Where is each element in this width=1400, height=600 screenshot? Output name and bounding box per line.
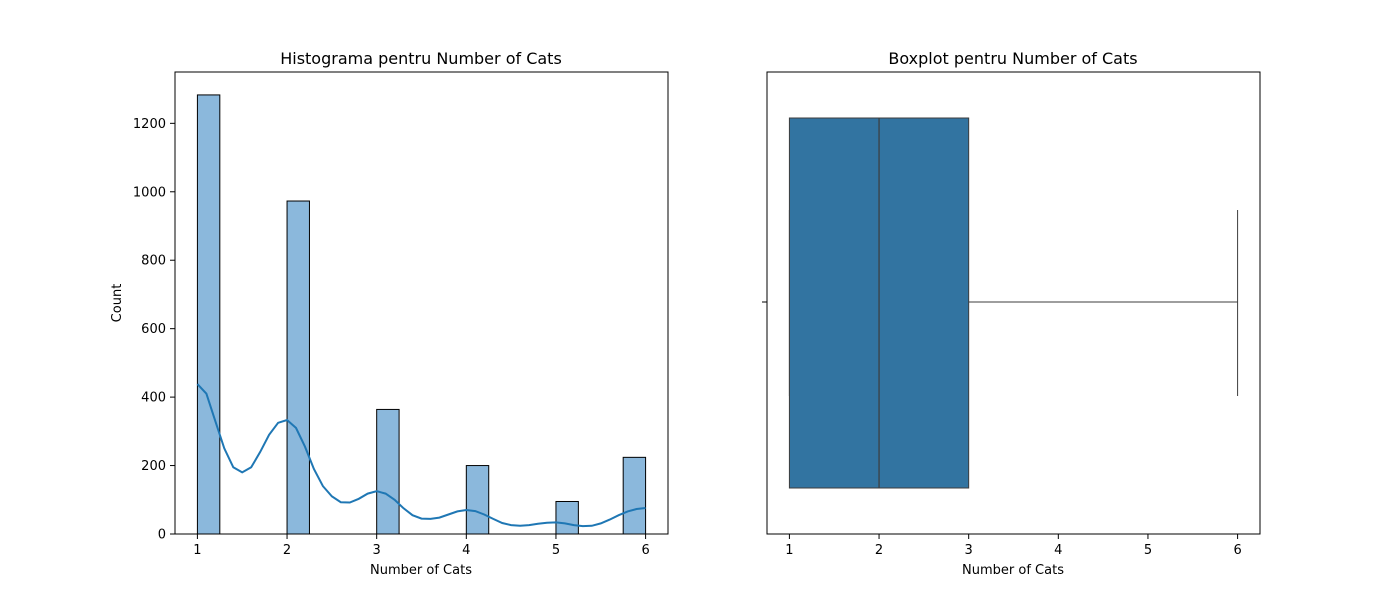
x-tick-label: 3 bbox=[373, 543, 381, 558]
boxplot-panel: Boxplot pentru Number of Cats 1 2 3 4 5 6 Num… bbox=[762, 49, 1261, 578]
histogram-bar bbox=[555, 500, 579, 535]
x-tick-label: 4 bbox=[1054, 543, 1062, 558]
histogram-bar bbox=[286, 200, 310, 535]
boxplot-frame bbox=[766, 71, 1261, 535]
histogram-bar bbox=[196, 94, 221, 535]
x-tick-label: 6 bbox=[641, 543, 649, 558]
histogram-x-ticks: 1 2 3 4 5 6 bbox=[193, 534, 650, 558]
y-tick-label: 0 bbox=[158, 528, 166, 543]
y-tick-label: 200 bbox=[141, 459, 166, 474]
y-tick-label: 1200 bbox=[133, 117, 166, 132]
histogram-bar bbox=[465, 465, 490, 535]
kde-line bbox=[196, 383, 646, 528]
x-tick-label: 5 bbox=[1144, 543, 1152, 558]
y-tick-label: 600 bbox=[141, 322, 166, 337]
boxplot-x-ticks: 1 2 3 4 5 6 bbox=[785, 534, 1242, 558]
boxplot-title: Boxplot pentru Number of Cats bbox=[888, 49, 1137, 68]
y-tick-label: 1000 bbox=[133, 185, 166, 200]
histogram-y-ticks: 0 200 400 600 800 1000 1200 bbox=[133, 117, 175, 543]
histogram-bars bbox=[196, 94, 647, 535]
y-tick-label: 800 bbox=[141, 254, 166, 269]
histogram-y-label: Count bbox=[110, 284, 125, 323]
x-tick-label: 4 bbox=[462, 543, 470, 558]
x-tick-label: 2 bbox=[875, 543, 883, 558]
boxplot-marks bbox=[788, 117, 1239, 489]
x-tick-label: 1 bbox=[785, 543, 793, 558]
histogram-bar bbox=[376, 408, 400, 535]
histogram-bar bbox=[622, 456, 647, 535]
x-tick-label: 3 bbox=[965, 543, 973, 558]
histogram-frame bbox=[174, 71, 669, 535]
histogram-title: Histograma pentru Number of Cats bbox=[280, 49, 562, 68]
x-tick-label: 5 bbox=[552, 543, 560, 558]
x-tick-label: 2 bbox=[283, 543, 291, 558]
boxplot-x-label: Number of Cats bbox=[962, 563, 1064, 578]
x-tick-label: 1 bbox=[193, 543, 201, 558]
histogram-x-label: Number of Cats bbox=[370, 563, 472, 578]
x-tick-label: 6 bbox=[1233, 543, 1241, 558]
y-tick-label: 400 bbox=[141, 391, 166, 406]
